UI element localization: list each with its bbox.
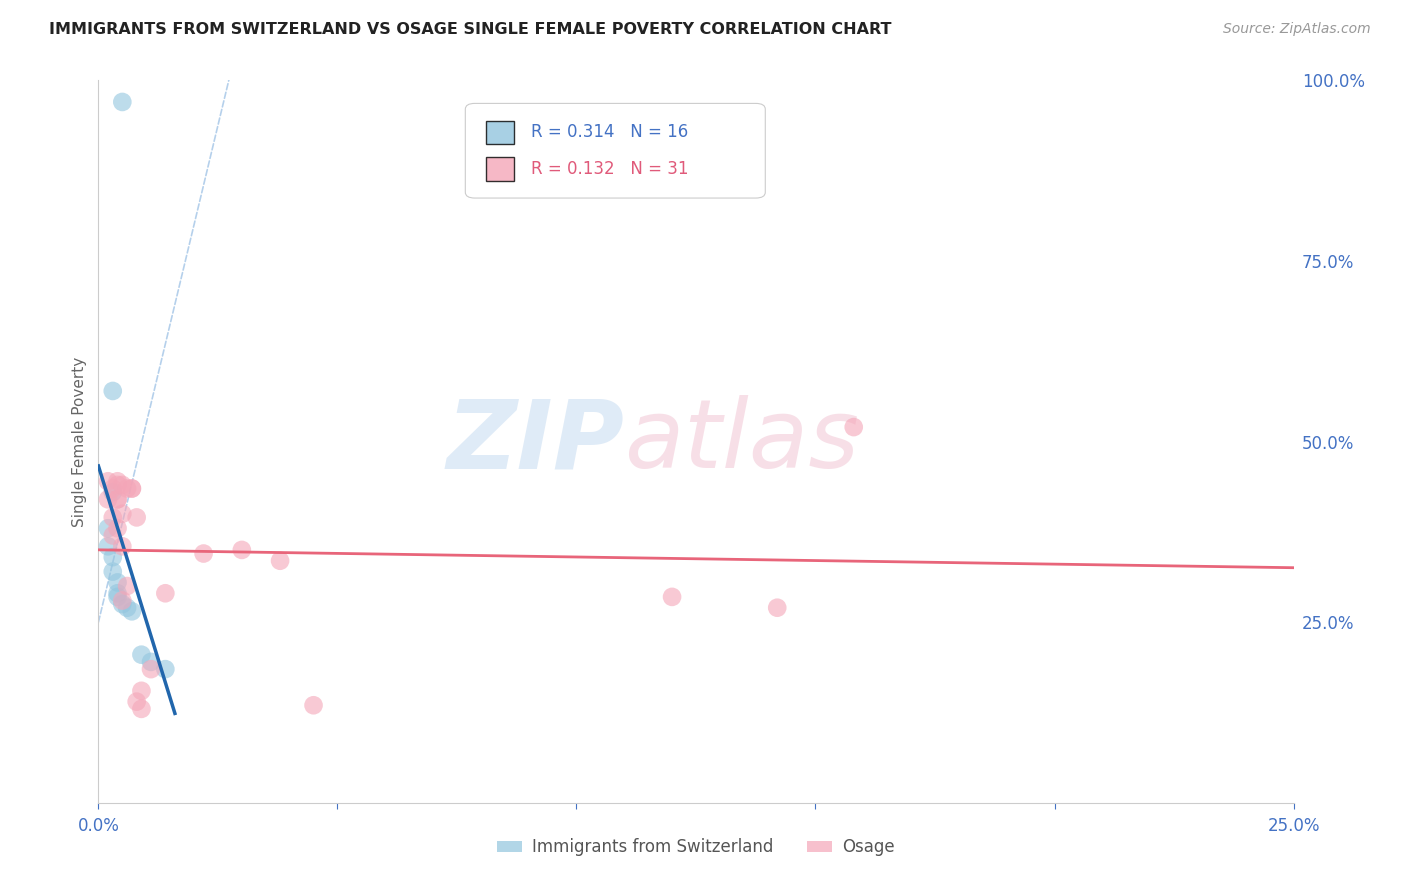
Point bbox=[115, 482, 138, 496]
Point bbox=[155, 586, 177, 600]
Point bbox=[121, 482, 143, 496]
FancyBboxPatch shape bbox=[465, 103, 765, 198]
Point bbox=[111, 478, 134, 492]
Point bbox=[97, 539, 120, 553]
Point bbox=[101, 384, 124, 398]
Text: ZIP: ZIP bbox=[446, 395, 624, 488]
Point bbox=[107, 575, 129, 590]
Point bbox=[111, 95, 134, 109]
Point bbox=[107, 521, 129, 535]
Point bbox=[111, 539, 134, 553]
Point bbox=[111, 597, 134, 611]
Point bbox=[107, 586, 129, 600]
Text: R = 0.132   N = 31: R = 0.132 N = 31 bbox=[531, 160, 689, 178]
Point bbox=[131, 702, 153, 716]
Text: IMMIGRANTS FROM SWITZERLAND VS OSAGE SINGLE FEMALE POVERTY CORRELATION CHART: IMMIGRANTS FROM SWITZERLAND VS OSAGE SIN… bbox=[49, 22, 891, 37]
Point bbox=[111, 593, 134, 607]
Point bbox=[661, 590, 683, 604]
Point bbox=[115, 600, 138, 615]
Legend: Immigrants from Switzerland, Osage: Immigrants from Switzerland, Osage bbox=[491, 831, 901, 863]
Text: R = 0.314   N = 16: R = 0.314 N = 16 bbox=[531, 123, 689, 142]
Point bbox=[97, 492, 120, 507]
Point bbox=[111, 507, 134, 521]
Point bbox=[139, 655, 162, 669]
Point bbox=[101, 510, 124, 524]
Point bbox=[131, 683, 153, 698]
Y-axis label: Single Female Poverty: Single Female Poverty bbox=[72, 357, 87, 526]
Point bbox=[101, 528, 124, 542]
Point bbox=[193, 547, 215, 561]
Point bbox=[269, 554, 291, 568]
Point bbox=[139, 662, 162, 676]
Point bbox=[97, 475, 120, 489]
Text: Source: ZipAtlas.com: Source: ZipAtlas.com bbox=[1223, 22, 1371, 37]
Point bbox=[107, 590, 129, 604]
Point bbox=[131, 648, 153, 662]
Text: atlas: atlas bbox=[624, 395, 859, 488]
Point bbox=[101, 565, 124, 579]
Point bbox=[231, 542, 253, 557]
Point bbox=[842, 420, 865, 434]
Point bbox=[302, 698, 325, 713]
Point bbox=[125, 510, 148, 524]
Point bbox=[97, 521, 120, 535]
Point bbox=[125, 695, 148, 709]
Point bbox=[101, 485, 124, 500]
Point bbox=[155, 662, 177, 676]
FancyBboxPatch shape bbox=[486, 157, 515, 181]
Point bbox=[115, 579, 138, 593]
Point bbox=[107, 478, 129, 492]
Point bbox=[101, 550, 124, 565]
FancyBboxPatch shape bbox=[486, 120, 515, 145]
Point bbox=[107, 492, 129, 507]
Point bbox=[121, 482, 143, 496]
Point bbox=[107, 475, 129, 489]
Point bbox=[107, 492, 129, 507]
Point bbox=[101, 482, 124, 496]
Point bbox=[121, 604, 143, 618]
Point bbox=[766, 600, 789, 615]
